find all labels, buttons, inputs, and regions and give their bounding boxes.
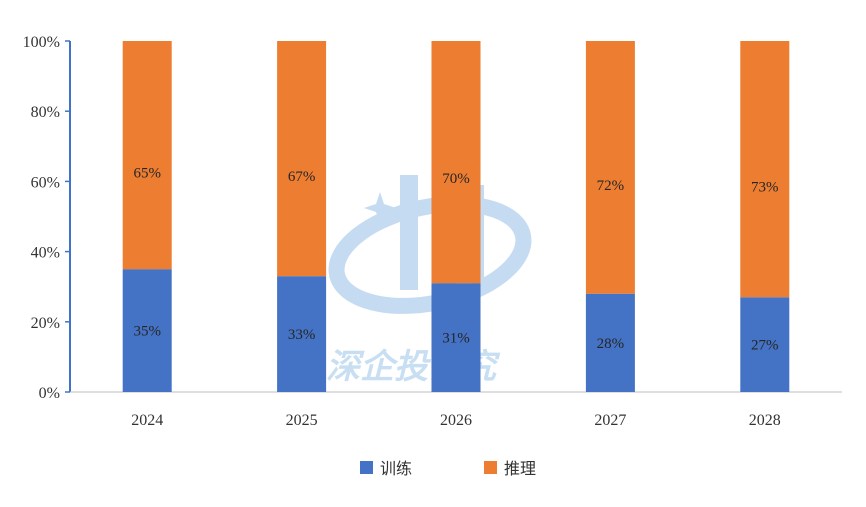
legend-swatch bbox=[484, 461, 497, 474]
bar-segment bbox=[122, 269, 172, 392]
y-tick-label: 0% bbox=[39, 385, 60, 402]
y-tick-label: 40% bbox=[31, 245, 60, 262]
data-label: 67% bbox=[288, 169, 316, 185]
bar-segment bbox=[585, 41, 635, 294]
bar-segment bbox=[277, 276, 327, 392]
y-tick-label: 100% bbox=[23, 34, 60, 51]
data-label: 35% bbox=[133, 324, 161, 340]
y-tick-label: 80% bbox=[31, 104, 60, 121]
data-label: 33% bbox=[288, 327, 316, 343]
bar-segment bbox=[431, 41, 481, 284]
data-label: 27% bbox=[751, 338, 779, 354]
legend: 训练 推理 bbox=[360, 459, 536, 478]
bar-segment bbox=[740, 41, 790, 298]
bars bbox=[122, 41, 790, 392]
y-tick-label: 20% bbox=[31, 315, 60, 332]
bar-segment bbox=[122, 41, 172, 270]
bar-segment bbox=[277, 41, 327, 277]
data-label: 73% bbox=[751, 180, 779, 196]
x-tick-label: 2027 bbox=[594, 412, 626, 429]
data-label: 72% bbox=[597, 178, 625, 194]
legend-swatch bbox=[360, 461, 373, 474]
watermark-logo bbox=[328, 165, 532, 314]
x-tick-label: 2024 bbox=[131, 412, 163, 429]
legend-label: 训练 bbox=[380, 459, 412, 478]
x-tick-label: 2026 bbox=[440, 412, 472, 429]
x-tick-label: 2028 bbox=[749, 412, 781, 429]
axes: 0% 20% 40% 60% 80% 100% 2024 2025 2026 2027 2028 bbox=[23, 34, 842, 429]
x-tick-label: 2025 bbox=[286, 412, 318, 429]
data-label: 65% bbox=[133, 166, 161, 182]
data-label: 31% bbox=[442, 331, 470, 347]
bar-segment bbox=[740, 297, 790, 392]
data-label: 70% bbox=[442, 171, 470, 187]
legend-label: 推理 bbox=[504, 459, 536, 478]
data-labels: 35% 65% 33% 67% 31% 70% 28% 72% 27% 73% bbox=[133, 166, 778, 354]
bar-segment bbox=[585, 293, 635, 392]
y-tick-label: 60% bbox=[31, 174, 60, 191]
bar-segment bbox=[431, 283, 481, 392]
data-label: 28% bbox=[597, 336, 625, 352]
